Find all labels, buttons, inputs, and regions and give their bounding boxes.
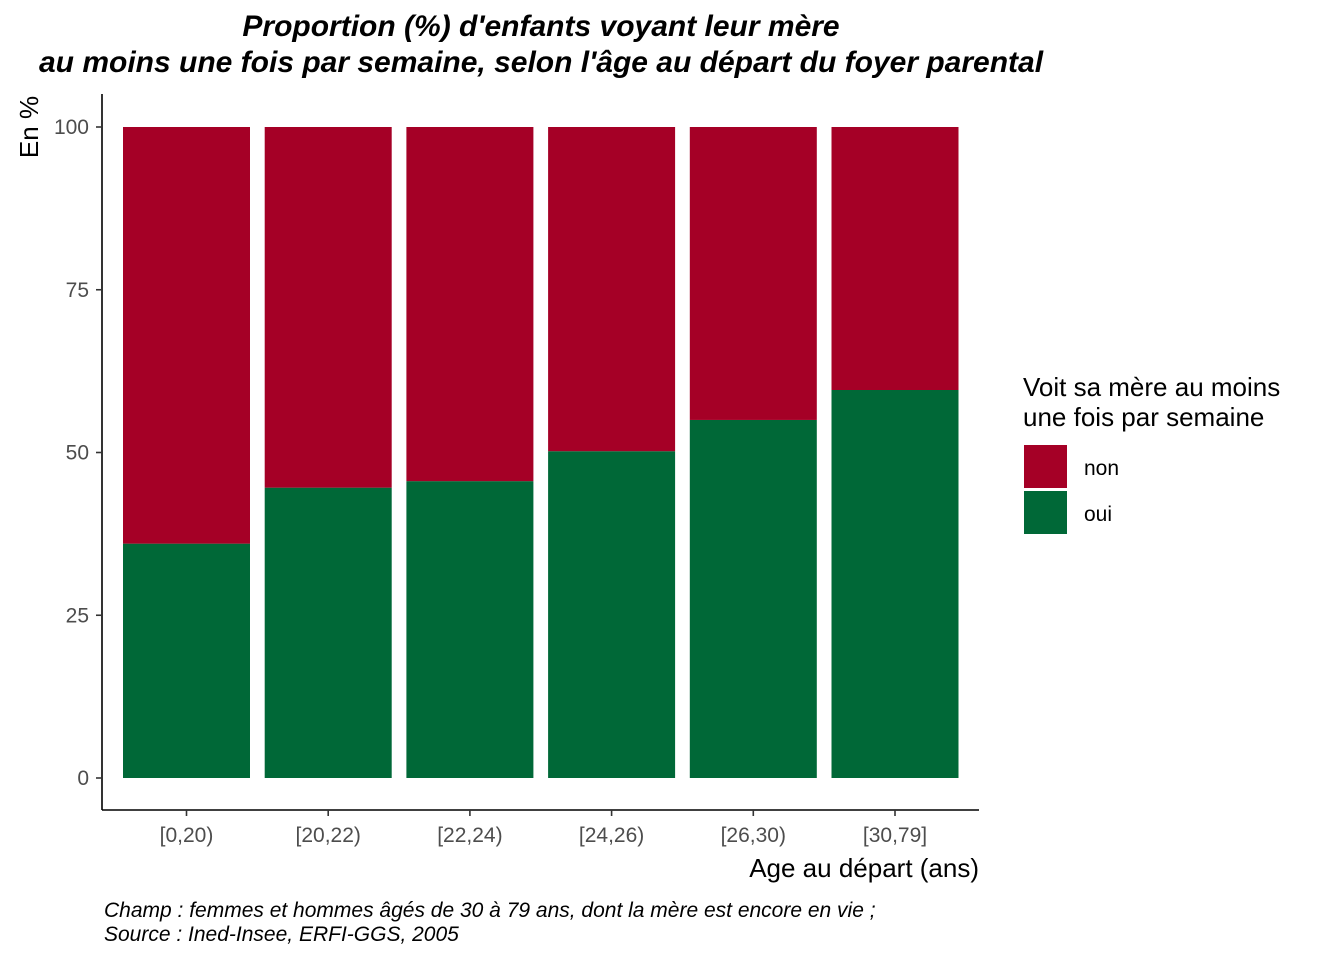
legend: Voit sa mère au moins une fois par semai…	[1023, 372, 1280, 534]
legend-label-oui: oui	[1084, 503, 1112, 526]
y-tick-label-75: 75	[66, 279, 89, 302]
legend-swatch-non	[1024, 445, 1067, 488]
caption-line-2: Source : Ined-Insee, ERFI-GGS, 2005	[104, 923, 459, 946]
bars-group	[123, 127, 959, 778]
y-tick-label-0: 0	[77, 767, 89, 790]
legend-title-line-1: Voit sa mère au moins	[1023, 372, 1280, 402]
caption-line-1: Champ : femmes et hommes âgés de 30 à 79…	[104, 899, 876, 922]
legend-title-line-2: une fois par semaine	[1023, 402, 1264, 432]
x-tick-label-6: [30,79]	[863, 824, 927, 847]
x-ticks-group: [0,20) [20,22) [22,24) [24,26) [26,30) [30,79…	[160, 810, 927, 847]
y-ticks-group: 0 25 50 75 100	[54, 116, 102, 790]
x-tick-label-5: [26,30)	[721, 824, 786, 847]
legend-label-non: non	[1084, 457, 1119, 480]
legend-swatch-oui	[1024, 491, 1067, 534]
y-tick-label-50: 50	[66, 442, 89, 465]
bar-non-3	[406, 127, 534, 482]
chart-title-line-2: au moins une fois par semaine, selon l'â…	[39, 46, 1044, 79]
x-axis-title: Age au départ (ans)	[749, 853, 979, 883]
bar-non-1	[123, 127, 250, 544]
y-axis-title: En %	[14, 96, 44, 158]
x-tick-label-4: [24,26)	[579, 824, 644, 847]
bar-non-6	[831, 127, 959, 390]
bar-non-5	[689, 127, 817, 420]
y-tick-label-100: 100	[54, 116, 89, 139]
x-tick-label-1: [0,20)	[160, 824, 214, 847]
bar-oui-3	[406, 481, 534, 778]
bar-oui-1	[123, 543, 250, 778]
bar-oui-5	[689, 419, 817, 778]
x-tick-label-2: [20,22)	[296, 824, 361, 847]
bar-oui-2	[264, 487, 392, 778]
bar-oui-6	[831, 390, 959, 778]
x-tick-label-3: [22,24)	[437, 824, 502, 847]
bar-oui-4	[548, 451, 676, 778]
y-tick-label-25: 25	[66, 604, 89, 627]
bar-non-4	[548, 127, 676, 452]
legend-entries: non oui	[1024, 445, 1119, 534]
chart-title-line-1: Proportion (%) d'enfants voyant leur mèr…	[242, 10, 839, 43]
bar-non-2	[264, 127, 392, 488]
